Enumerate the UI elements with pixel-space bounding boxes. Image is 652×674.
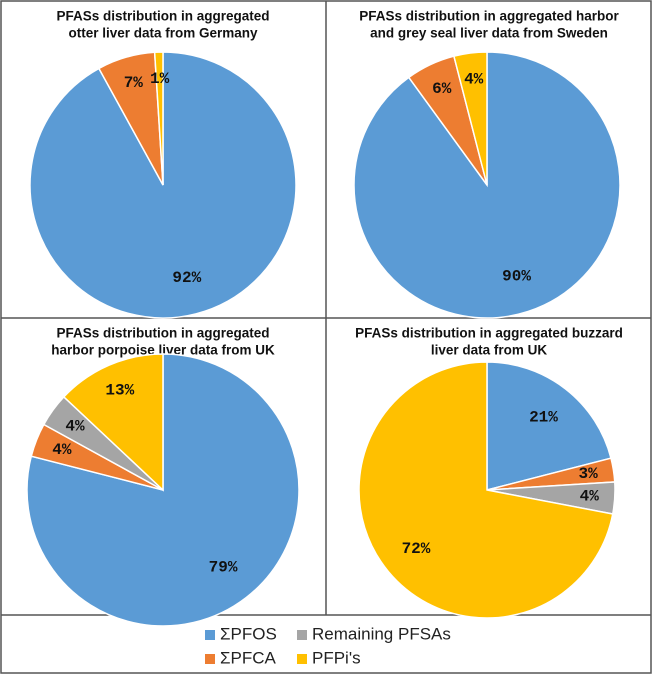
legend-label: Remaining PFSAs <box>312 624 451 643</box>
data-label: 4% <box>65 417 85 435</box>
data-label: 1% <box>150 70 170 88</box>
data-label: 92% <box>172 269 201 287</box>
chart-title: PFASs distribution in aggregated harbor <box>359 9 619 24</box>
pie-slice <box>486 361 612 491</box>
data-label: 90% <box>502 267 531 285</box>
chart-title: PFASs distribution in aggregated buzzard <box>355 326 623 341</box>
data-label: 6% <box>432 80 452 98</box>
legend-label: ΣPFOS <box>220 624 277 643</box>
chart-title: liver data from UK <box>431 343 548 358</box>
pie-slice <box>453 51 488 186</box>
data-label: 7% <box>124 74 144 92</box>
pie-slice <box>62 353 164 492</box>
pie-slice <box>153 51 164 186</box>
data-label: 21% <box>529 408 558 426</box>
pie-slice <box>358 361 614 619</box>
data-label: 4% <box>464 71 484 89</box>
legend-swatch <box>205 654 215 664</box>
chart-title: harbor porpoise liver data from UK <box>51 343 275 358</box>
data-label: 3% <box>579 465 599 483</box>
legend-swatch <box>297 654 307 664</box>
legend-swatch <box>205 630 215 640</box>
data-label: 72% <box>402 540 431 558</box>
legend-label: ΣPFCA <box>220 648 277 667</box>
data-label: 79% <box>209 559 238 577</box>
chart-title: PFASs distribution in aggregated <box>56 9 269 24</box>
chart-title: PFASs distribution in aggregated <box>56 326 269 341</box>
data-label: 13% <box>105 381 134 399</box>
chart-title: and grey seal liver data from Sweden <box>370 26 608 41</box>
legend-label: PFPi's <box>312 648 361 667</box>
pie-slice <box>29 51 297 319</box>
chart-title: otter liver data from Germany <box>68 26 258 41</box>
data-label: 4% <box>580 488 600 506</box>
data-label: 4% <box>52 441 72 459</box>
legend-swatch <box>297 630 307 640</box>
